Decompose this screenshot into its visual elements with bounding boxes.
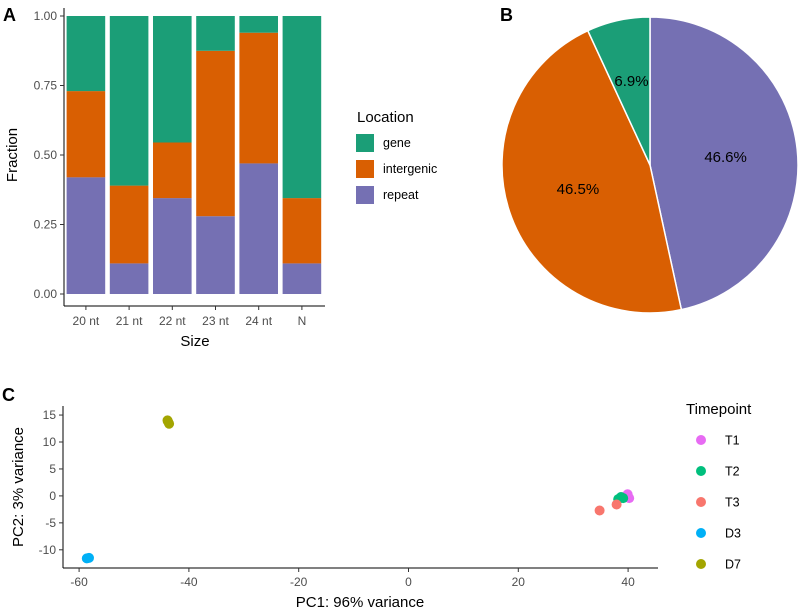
legend-swatch-intergenic <box>356 160 374 178</box>
bar-repeat-1 <box>109 263 149 294</box>
x-tick-label: 20 <box>512 575 526 589</box>
y-tick-label: 0.75 <box>34 79 58 93</box>
legend-title: Location <box>357 109 414 126</box>
bar-intergenic-4 <box>239 32 278 164</box>
legend-label-D3: D3 <box>725 527 741 541</box>
location-legend: Location gene intergenic repeat <box>356 109 437 204</box>
x-tick-label: -40 <box>180 575 198 589</box>
bar-repeat-3 <box>196 216 235 294</box>
bar-repeat-0 <box>66 177 106 294</box>
point-T3-1 <box>611 499 622 510</box>
legend-title: Timepoint <box>686 401 752 418</box>
y-tick-label: 10 <box>43 435 57 449</box>
x-tick-label: 23 nt <box>202 314 229 328</box>
bar-gene-2 <box>153 16 192 143</box>
y-axis-title: PC2: 3% variance <box>10 427 27 547</box>
x-tick-label: N <box>298 314 307 328</box>
panel-label-c: C <box>2 385 15 405</box>
point-D3-1 <box>81 553 92 564</box>
y-tick-label: 15 <box>43 408 57 422</box>
legend-key-T3 <box>696 497 706 507</box>
legend-key-T2 <box>696 466 706 476</box>
x-axis-title: PC1: 96% variance <box>296 594 424 610</box>
legend-label-gene: gene <box>383 136 411 150</box>
x-tick-label: -20 <box>290 575 308 589</box>
bar-gene-3 <box>196 16 235 51</box>
bar-intergenic-0 <box>66 91 106 178</box>
y-tick-label: 0.00 <box>34 287 58 301</box>
x-tick-label: 40 <box>621 575 635 589</box>
bar-repeat-5 <box>282 263 322 294</box>
y-tick-label: 1.00 <box>34 9 58 23</box>
pie-label-intergenic: 46.5% <box>557 181 600 198</box>
legend-label-T2: T2 <box>725 465 740 479</box>
bar-intergenic-3 <box>196 50 235 217</box>
legend-key-D3 <box>696 528 706 538</box>
bar-repeat-4 <box>239 163 278 294</box>
bar-intergenic-1 <box>109 185 149 264</box>
bar-gene-1 <box>109 16 149 186</box>
pie-chart: 46.6% 46.5% 6.9% <box>501 16 799 314</box>
panel-label-b: B <box>500 5 513 25</box>
point-D7-2 <box>163 416 173 427</box>
stacked-bar-chart: 0.00 0.25 0.50 0.75 1.00 20 nt 21 nt 22 nt 23 n… <box>4 8 437 350</box>
pie-slice-repeat <box>649 16 799 311</box>
legend-swatch-repeat <box>356 186 374 204</box>
legend-label-T1: T1 <box>725 434 740 448</box>
legend-key-T1 <box>696 435 706 445</box>
legend-label-D7: D7 <box>725 558 741 572</box>
point-T3-0 <box>594 505 605 516</box>
x-tick-label: 21 nt <box>116 314 143 328</box>
legend-key-D7 <box>696 559 706 569</box>
bar-gene-5 <box>282 16 322 199</box>
legend-label-intergenic: intergenic <box>383 162 437 176</box>
x-tick-label: 22 nt <box>159 314 186 328</box>
bar-intergenic-2 <box>153 142 192 199</box>
x-tick-label: 24 nt <box>245 314 272 328</box>
pie-label-gene: 6.9% <box>614 73 648 90</box>
y-tick-label: -10 <box>39 543 57 557</box>
x-tick-label: 20 nt <box>73 314 100 328</box>
legend-swatch-gene <box>356 134 374 152</box>
y-axis-title: Fraction <box>4 128 21 182</box>
y-tick-label: 0.50 <box>34 148 58 162</box>
pie-slice-gene <box>586 16 651 166</box>
bar-intergenic-5 <box>282 198 322 264</box>
x-tick-label: 0 <box>405 575 412 589</box>
bar-repeat-2 <box>153 198 192 294</box>
point-T2-2 <box>616 492 626 502</box>
bar-gene-0 <box>66 16 106 92</box>
timepoint-legend: Timepoint T1 T2 T3 D3 D7 <box>686 401 752 572</box>
panel-label-a: A <box>3 5 16 25</box>
pca-scatter-plot: -10 -5 0 5 10 15 -60 -40 -20 0 20 40 PC1: 96% vari… <box>10 401 752 610</box>
x-tick-label: -60 <box>70 575 88 589</box>
y-tick-label: 5 <box>49 462 56 476</box>
y-tick-label: 0.25 <box>34 218 58 232</box>
pie-label-repeat: 46.6% <box>704 149 747 166</box>
y-tick-label: 0 <box>49 489 56 503</box>
bar-gene-4 <box>239 16 278 33</box>
pie-slice-intergenic <box>501 29 683 314</box>
legend-label-repeat: repeat <box>383 188 419 202</box>
y-tick-label: -5 <box>45 516 56 530</box>
x-axis-title: Size <box>180 333 209 350</box>
legend-label-T3: T3 <box>725 496 740 510</box>
